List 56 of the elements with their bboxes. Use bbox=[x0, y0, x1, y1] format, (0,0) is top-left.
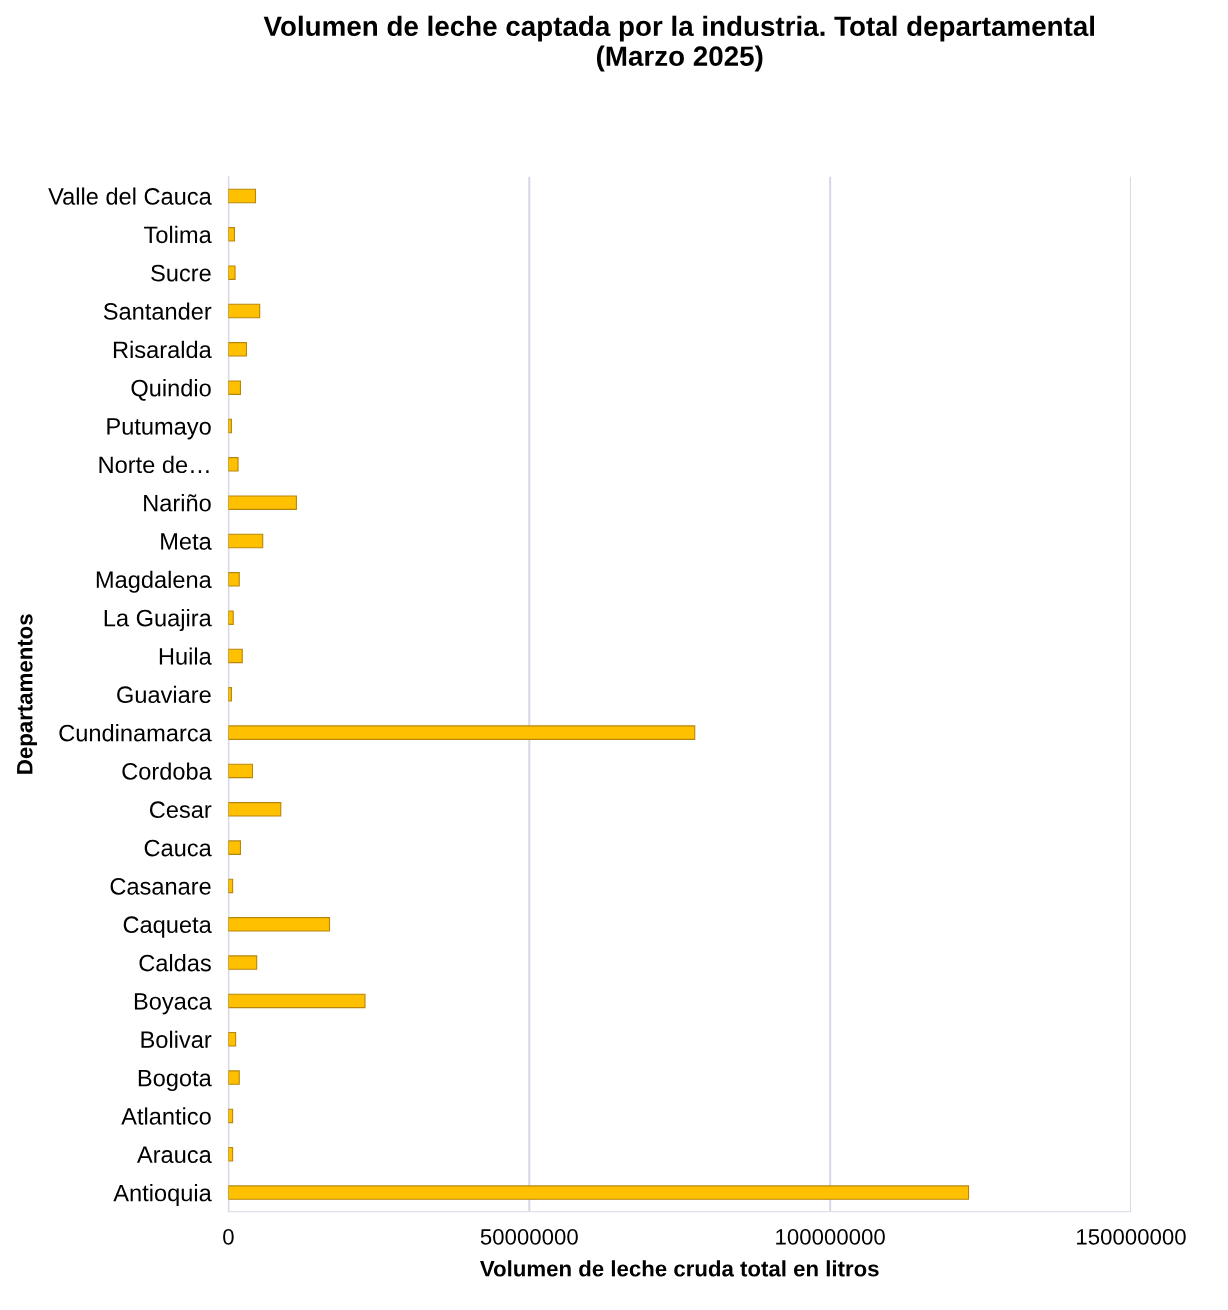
y-tick-label: Caqueta bbox=[123, 916, 212, 938]
y-tick-label: Tolima bbox=[144, 225, 212, 244]
bar bbox=[228, 188, 257, 204]
bar bbox=[228, 648, 243, 664]
bar bbox=[228, 802, 282, 817]
bar bbox=[228, 572, 240, 587]
y-tick-label: Casanare bbox=[110, 878, 211, 895]
y-tick-label: Bogota bbox=[138, 1069, 212, 1092]
bar bbox=[228, 342, 248, 357]
y-tick-label: Guaviare bbox=[117, 685, 211, 704]
y-tick-label: Quindio bbox=[131, 379, 211, 401]
y-tick-label: Sucre bbox=[151, 264, 211, 282]
bar bbox=[228, 1070, 240, 1085]
bar bbox=[228, 993, 366, 1009]
x-tick-label: 150000000 bbox=[1077, 1229, 1186, 1245]
y-tick-label: Caldas bbox=[139, 954, 211, 972]
y-axis-title: Departamentos bbox=[17, 614, 37, 774]
x-axis-title: Volumen de leche cruda total en litros bbox=[480, 1260, 879, 1277]
y-tick-label: Norte de… bbox=[99, 455, 209, 474]
y-tick-label: Arauca bbox=[136, 1146, 212, 1164]
y-tick-label: Cauca bbox=[144, 839, 212, 857]
y-tick-label: Meta bbox=[161, 533, 212, 550]
y-tick-label: Antioquia bbox=[113, 1184, 212, 1207]
x-tick-label: 100000000 bbox=[776, 1229, 885, 1245]
y-tick-label: La Guajira bbox=[104, 609, 212, 632]
bar bbox=[228, 227, 235, 242]
bar bbox=[228, 955, 258, 970]
y-tick-label: Risaralda bbox=[113, 340, 212, 359]
bar bbox=[228, 725, 696, 740]
bar bbox=[228, 303, 261, 319]
bar bbox=[228, 840, 241, 855]
y-tick-label: Bolivar bbox=[141, 1030, 212, 1049]
y-tick-label: Cordoba bbox=[122, 762, 212, 780]
bar bbox=[228, 265, 236, 280]
y-tick-label: Nariño bbox=[144, 494, 211, 512]
y-tick-label: Magdalena bbox=[96, 570, 212, 593]
y-tick-label: Cesar bbox=[149, 801, 212, 819]
bar bbox=[228, 457, 239, 472]
y-tick-label: Putumayo bbox=[107, 418, 211, 440]
bar bbox=[228, 380, 241, 395]
y-tick-label: Huila bbox=[159, 647, 212, 665]
x-tick-label: 0 bbox=[223, 1229, 234, 1245]
bar bbox=[228, 533, 264, 549]
x-tick-label: 50000000 bbox=[480, 1229, 578, 1245]
bar bbox=[228, 763, 254, 779]
bar bbox=[228, 495, 297, 510]
bar bbox=[228, 1032, 237, 1047]
bar bbox=[228, 917, 331, 932]
y-tick-label: Santander bbox=[103, 302, 212, 320]
y-tick-label: Cundinamarca bbox=[59, 724, 212, 742]
y-tick-label: Valle del Cauca bbox=[48, 187, 212, 205]
chart-title: Volumen de leche captada por la industria. Total departamental (Marzo 2025) bbox=[263, 15, 1095, 72]
bar bbox=[228, 1185, 970, 1200]
y-tick-label: Atlantico bbox=[121, 1107, 211, 1125]
bar bbox=[228, 610, 234, 625]
y-tick-label: Boyaca bbox=[134, 993, 212, 1015]
